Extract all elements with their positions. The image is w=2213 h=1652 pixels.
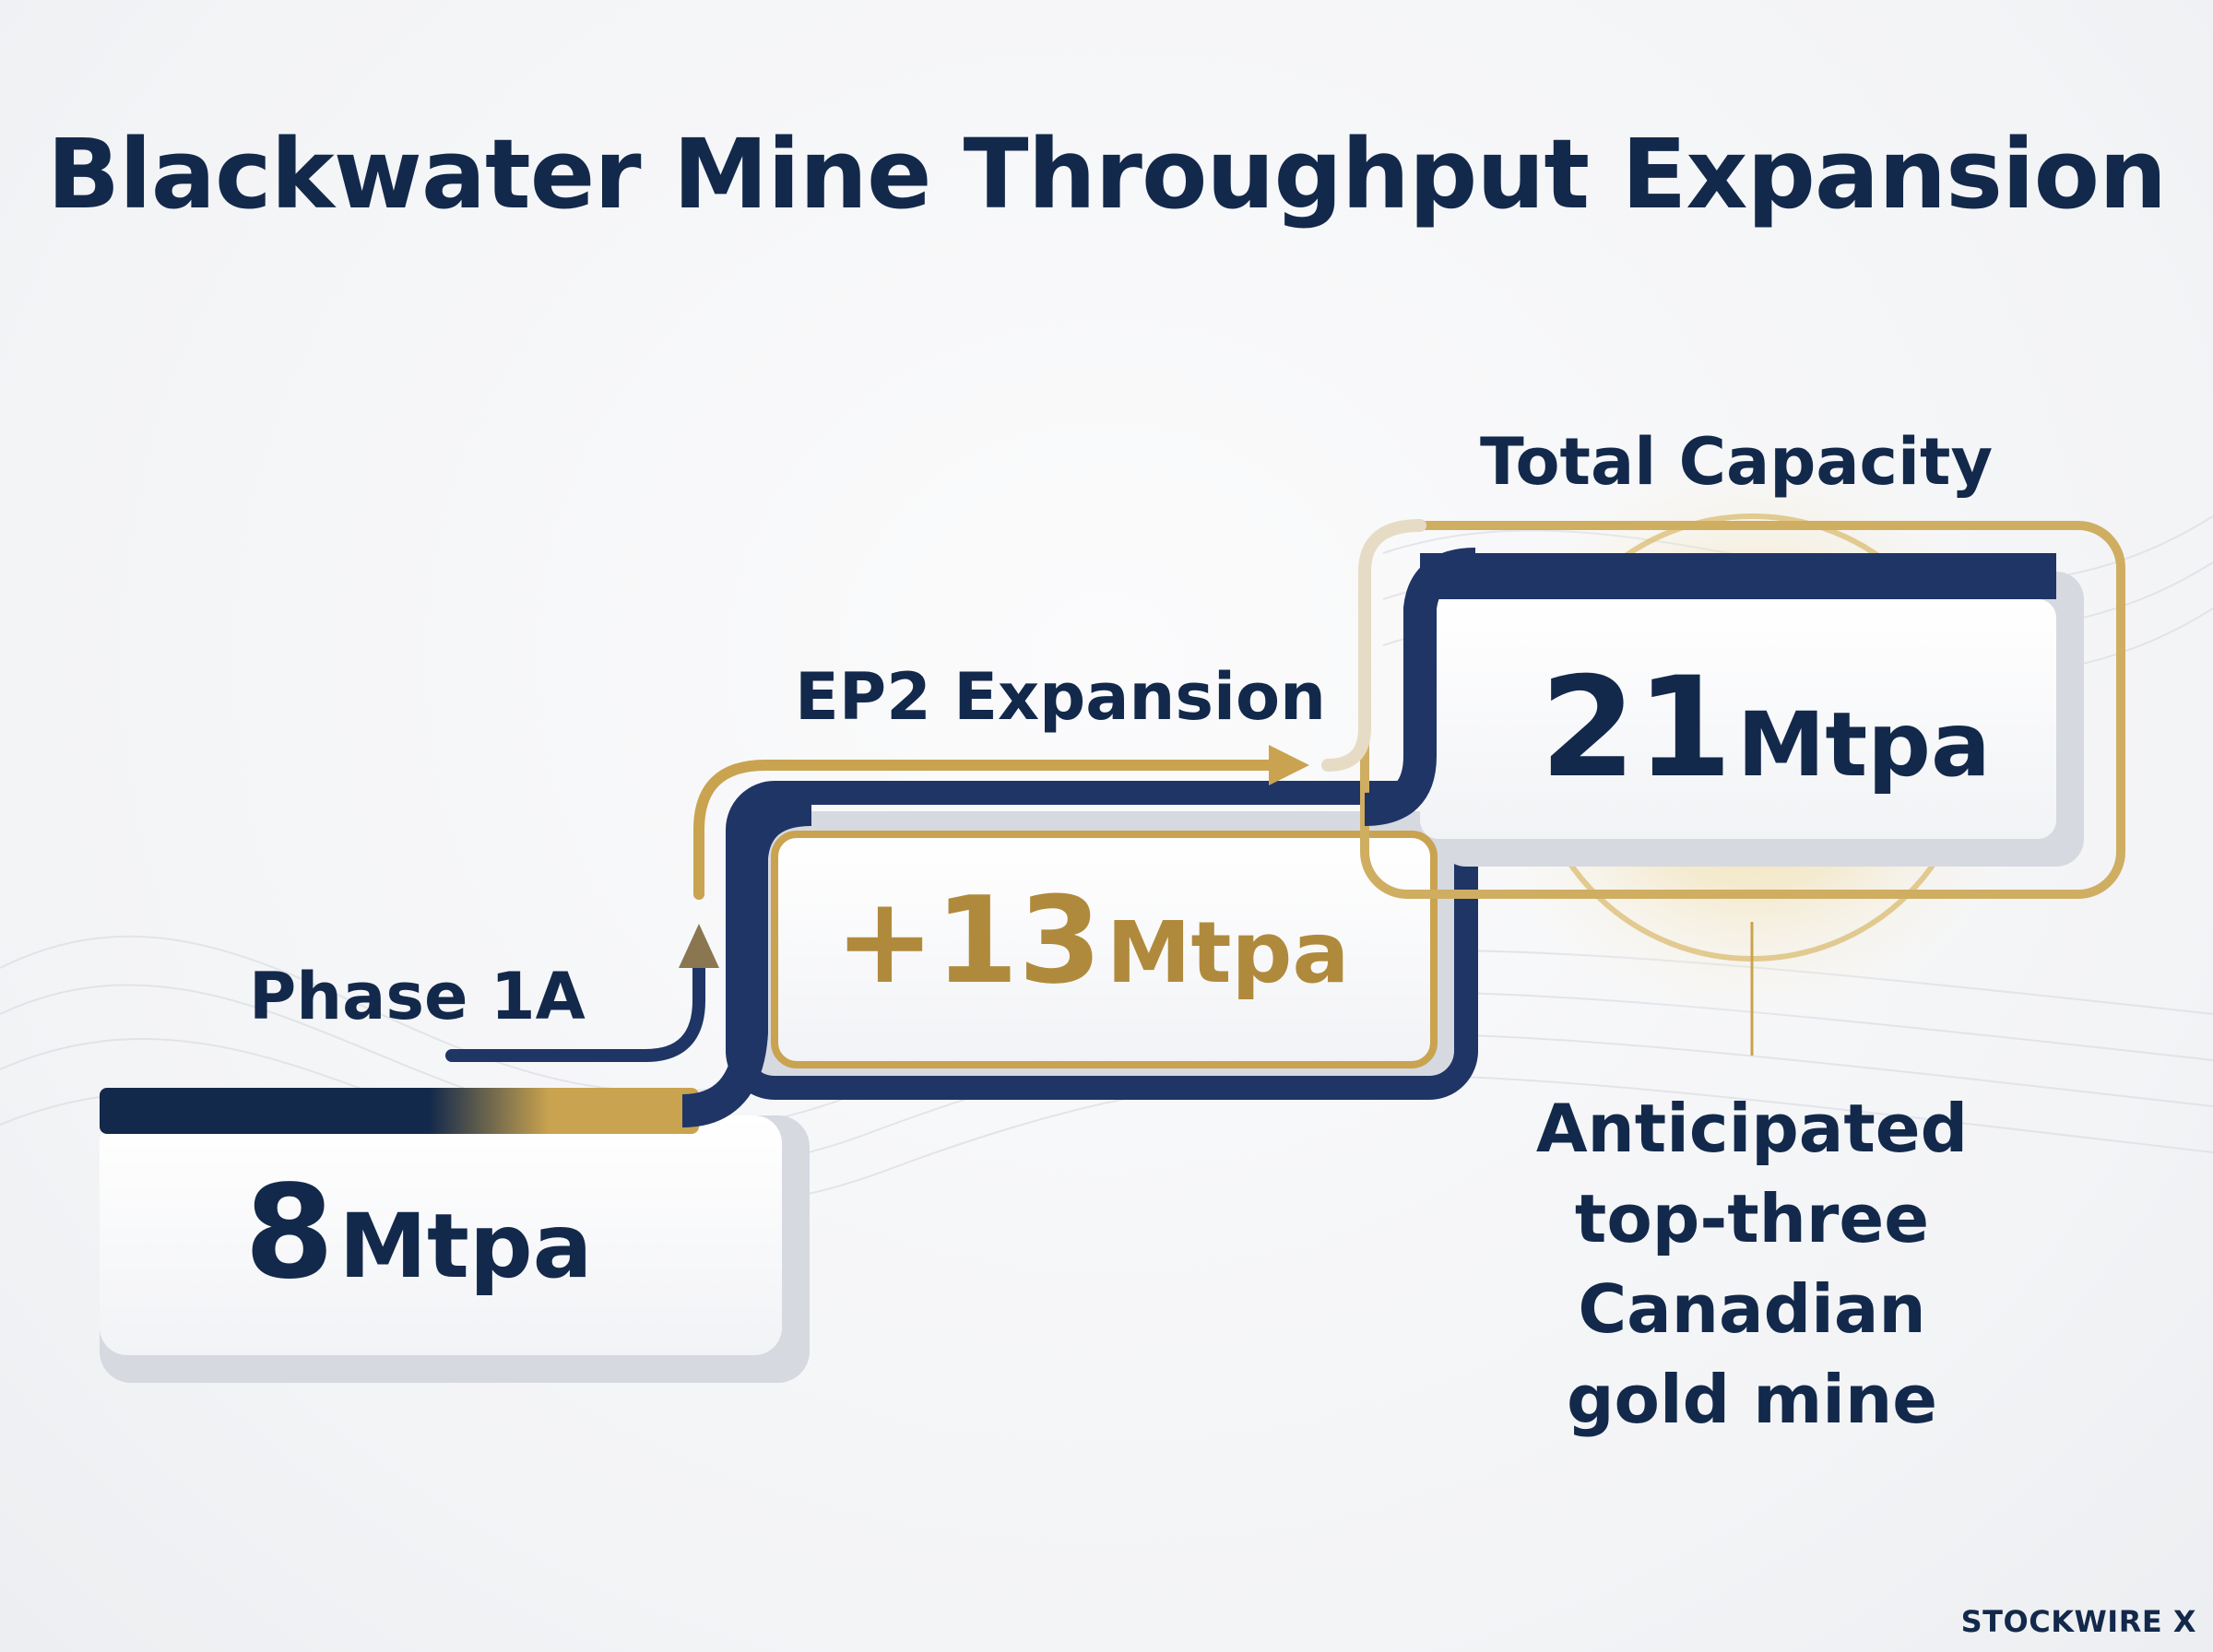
callout-line-3: Canadian xyxy=(1578,1270,1926,1348)
step-3-value: 21 Mtpa xyxy=(1540,659,1991,797)
step-1-box xyxy=(100,1115,782,1355)
ep2-arrow-line xyxy=(693,760,1278,900)
step-3-unit: Mtpa xyxy=(1736,693,1991,796)
step-2-value: +13 Mtpa xyxy=(834,880,1349,1000)
step-3-number: 21 xyxy=(1540,648,1733,808)
step-1-number: 8 xyxy=(244,1158,335,1308)
step-3-navy-top xyxy=(1420,553,2056,599)
step-2-number: +13 xyxy=(834,870,1102,1010)
step-2-box xyxy=(771,831,1438,1068)
step-3-box xyxy=(1420,599,2056,839)
phase-1a-arrow-line xyxy=(445,952,705,1062)
base-navy-bar xyxy=(100,1088,699,1134)
callout-line-2: top-three xyxy=(1574,1180,1930,1257)
step-1-value: 8 Mtpa xyxy=(244,1169,592,1298)
callout-line-4: gold mine xyxy=(1566,1361,1938,1438)
total-capacity-label: Total Capacity xyxy=(1480,424,1994,500)
callout-line-1: Anticipated xyxy=(1535,1090,1969,1167)
callout-text: Anticipated top-three Canadian gold mine xyxy=(1475,1083,2029,1445)
diagram-title: Blackwater Mine Throughput Expansion xyxy=(46,118,2167,230)
stair-connector-1 xyxy=(681,793,812,1127)
stockwire-logo: STOCKWIRE X xyxy=(1960,1604,2196,1639)
phase-1a-arrow-head xyxy=(679,924,719,968)
step-1-unit: Mtpa xyxy=(338,1195,593,1298)
faint-connector xyxy=(1321,519,1426,772)
ep2-label: EP2 Expansion xyxy=(795,659,1326,735)
ep2-arrow-head xyxy=(1269,745,1309,785)
phase-1a-label: Phase 1A xyxy=(249,959,586,1034)
step-2-unit: Mtpa xyxy=(1106,903,1350,1002)
stair-connector-2 xyxy=(1364,548,1476,826)
